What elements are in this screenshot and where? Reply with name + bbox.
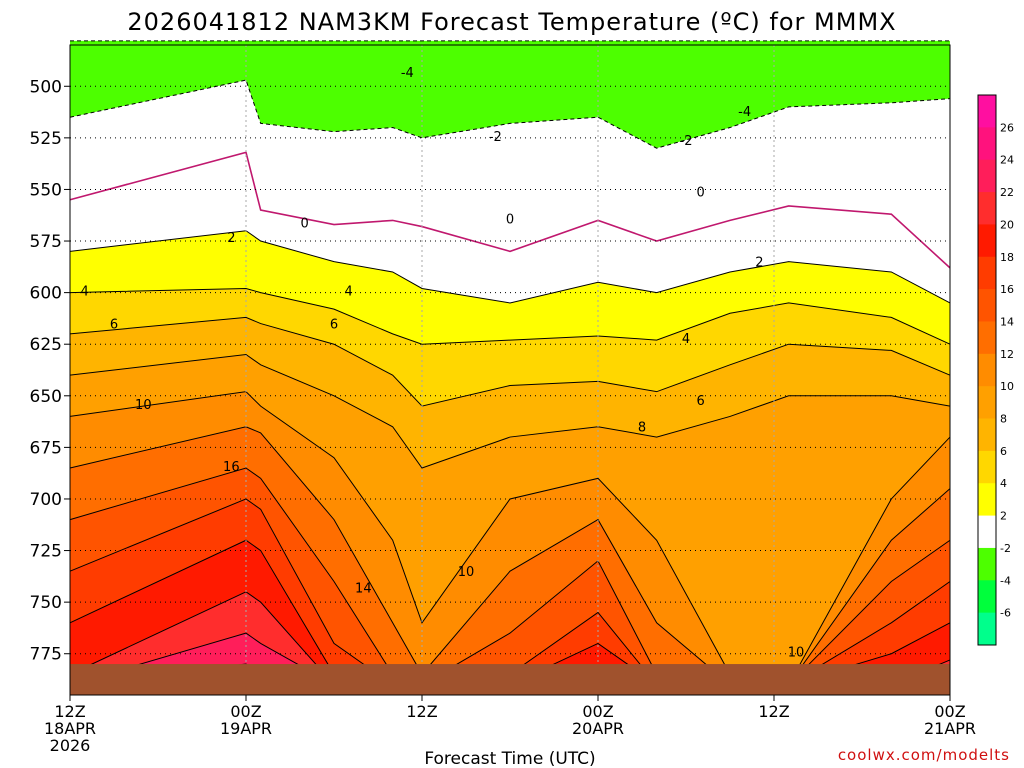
y-tick-label: 650 (30, 387, 62, 407)
y-tick-label: 525 (30, 129, 62, 149)
contour-label: 4 (682, 332, 690, 347)
y-tick-label: 500 (30, 77, 62, 97)
contour-label: 14 (355, 582, 372, 597)
y-tick-label: 625 (30, 335, 62, 355)
x-tick-label: 00Z (230, 702, 261, 721)
y-tick-label: 750 (30, 593, 62, 613)
isotherm-0 (69, 151, 951, 269)
colorbar-swatch (978, 321, 996, 355)
colorbar-swatch (978, 159, 996, 193)
credit-text: coolwx.com/modelts (838, 746, 1010, 764)
colorbar-label: 12 (1000, 348, 1014, 361)
x-tick-label: 12Z (406, 702, 437, 721)
contour-label: 4 (345, 285, 353, 300)
colorbar-label: 4 (1000, 477, 1007, 490)
x-tick-label: 19APR (220, 719, 272, 738)
chart-title: 2026041812 NAM3KM Forecast Temperature (… (127, 8, 896, 36)
colorbar-swatch (978, 483, 996, 517)
y-tick-label: 675 (30, 438, 62, 458)
colorbar-swatch (978, 353, 996, 387)
contour-label: 0 (697, 186, 705, 201)
colorbar-label: -6 (1000, 607, 1011, 620)
isotherm-8 (69, 354, 951, 469)
colorbar-swatch (978, 612, 996, 646)
x-tick-label: 00Z (934, 702, 965, 721)
contour-label: 0 (301, 216, 309, 231)
temperature-fills (70, 40, 950, 696)
colorbar-label: 10 (1000, 380, 1014, 393)
y-tick-label: 600 (30, 284, 62, 304)
colorbar-label: 2 (1000, 510, 1007, 523)
colorbar-label: 16 (1000, 283, 1014, 296)
contour-label: 2 (755, 256, 763, 271)
x-tick-label: 12Z (54, 702, 85, 721)
contour-label: -4 (738, 105, 751, 120)
y-tick-label: 575 (30, 232, 62, 252)
contour-label: -2 (680, 134, 693, 149)
x-tick-label: 20APR (572, 719, 624, 738)
grid-lines (70, 45, 950, 695)
plot-frame (69, 44, 951, 696)
y-tick-label: 700 (30, 490, 62, 510)
contour-label: -4 (401, 66, 414, 81)
colorbar-swatch (978, 515, 996, 549)
y-axis: 500 525 550 575 600 625 650 675 700 725 750 775 (30, 77, 70, 665)
contour-label: 10 (788, 646, 805, 661)
contour-label: 10 (135, 398, 152, 413)
colorbar-swatch (978, 450, 996, 484)
contour-label: 8 (638, 421, 646, 436)
contour-label: 6 (330, 318, 338, 333)
colorbar-label: -2 (1000, 542, 1011, 555)
x-axis-label: Forecast Time (UTC) (424, 749, 595, 768)
colorbar-swatch (978, 289, 996, 322)
colorbar-label: 8 (1000, 413, 1007, 426)
colorbar-label: 6 (1000, 445, 1007, 458)
colorbar-swatch (978, 386, 996, 420)
contour-labels: -4 -2 -2 -4 0 0 0 2 2 4 4 4 6 6 6 8 10 10 10 14 16 (81, 66, 805, 661)
colorbar-swatch (978, 547, 996, 581)
colorbar-frame (977, 94, 997, 646)
colorbar-swatch (978, 256, 996, 290)
plot-area: -4 -2 -2 -4 0 0 0 2 2 4 4 4 6 6 6 8 10 10 10 14 16 (69, 40, 951, 696)
colorbar-label: 22 (1000, 186, 1014, 199)
contour-label: 2 (227, 231, 235, 246)
colorbar-label: 24 (1000, 154, 1014, 167)
colorbar-label: 18 (1000, 251, 1014, 264)
x-tick-label: 12Z (758, 702, 789, 721)
contour-label: 16 (223, 460, 240, 475)
colorbar-swatch (978, 192, 996, 225)
colorbar-swatch (978, 580, 996, 614)
x-tick-label: 2026 (50, 736, 91, 755)
contour-label: 6 (697, 394, 705, 409)
colorbar-swatch (978, 127, 996, 161)
ground-surface (70, 664, 950, 695)
x-tick-label: 21APR (924, 719, 976, 738)
colorbar-swatch (978, 418, 996, 452)
contour-label: 6 (110, 318, 118, 333)
colorbar-label: 20 (1000, 218, 1014, 231)
colorbar-label: 14 (1000, 315, 1014, 328)
isotherm--2 (69, 79, 951, 149)
x-tick-label: 00Z (582, 702, 613, 721)
contour-label: -2 (489, 130, 502, 145)
y-tick-label: 725 (30, 542, 62, 562)
colorbar-label: 26 (1000, 121, 1014, 134)
y-tick-label: 550 (30, 180, 62, 200)
contour-label: 4 (81, 285, 89, 300)
y-tick-label: 775 (30, 645, 62, 665)
colorbar-swatch (978, 95, 996, 128)
contour-label: 0 (506, 212, 514, 227)
colorbar-label: -4 (1000, 574, 1011, 587)
isotherm-6 (69, 316, 951, 407)
colorbar: 26 24 22 20 18 16 14 12 10 8 6 4 2 -2 -4 -6 (977, 94, 1014, 646)
colorbar-swatch (978, 224, 996, 258)
contour-label: 10 (458, 565, 475, 580)
x-tick-label: 18APR (44, 719, 96, 738)
